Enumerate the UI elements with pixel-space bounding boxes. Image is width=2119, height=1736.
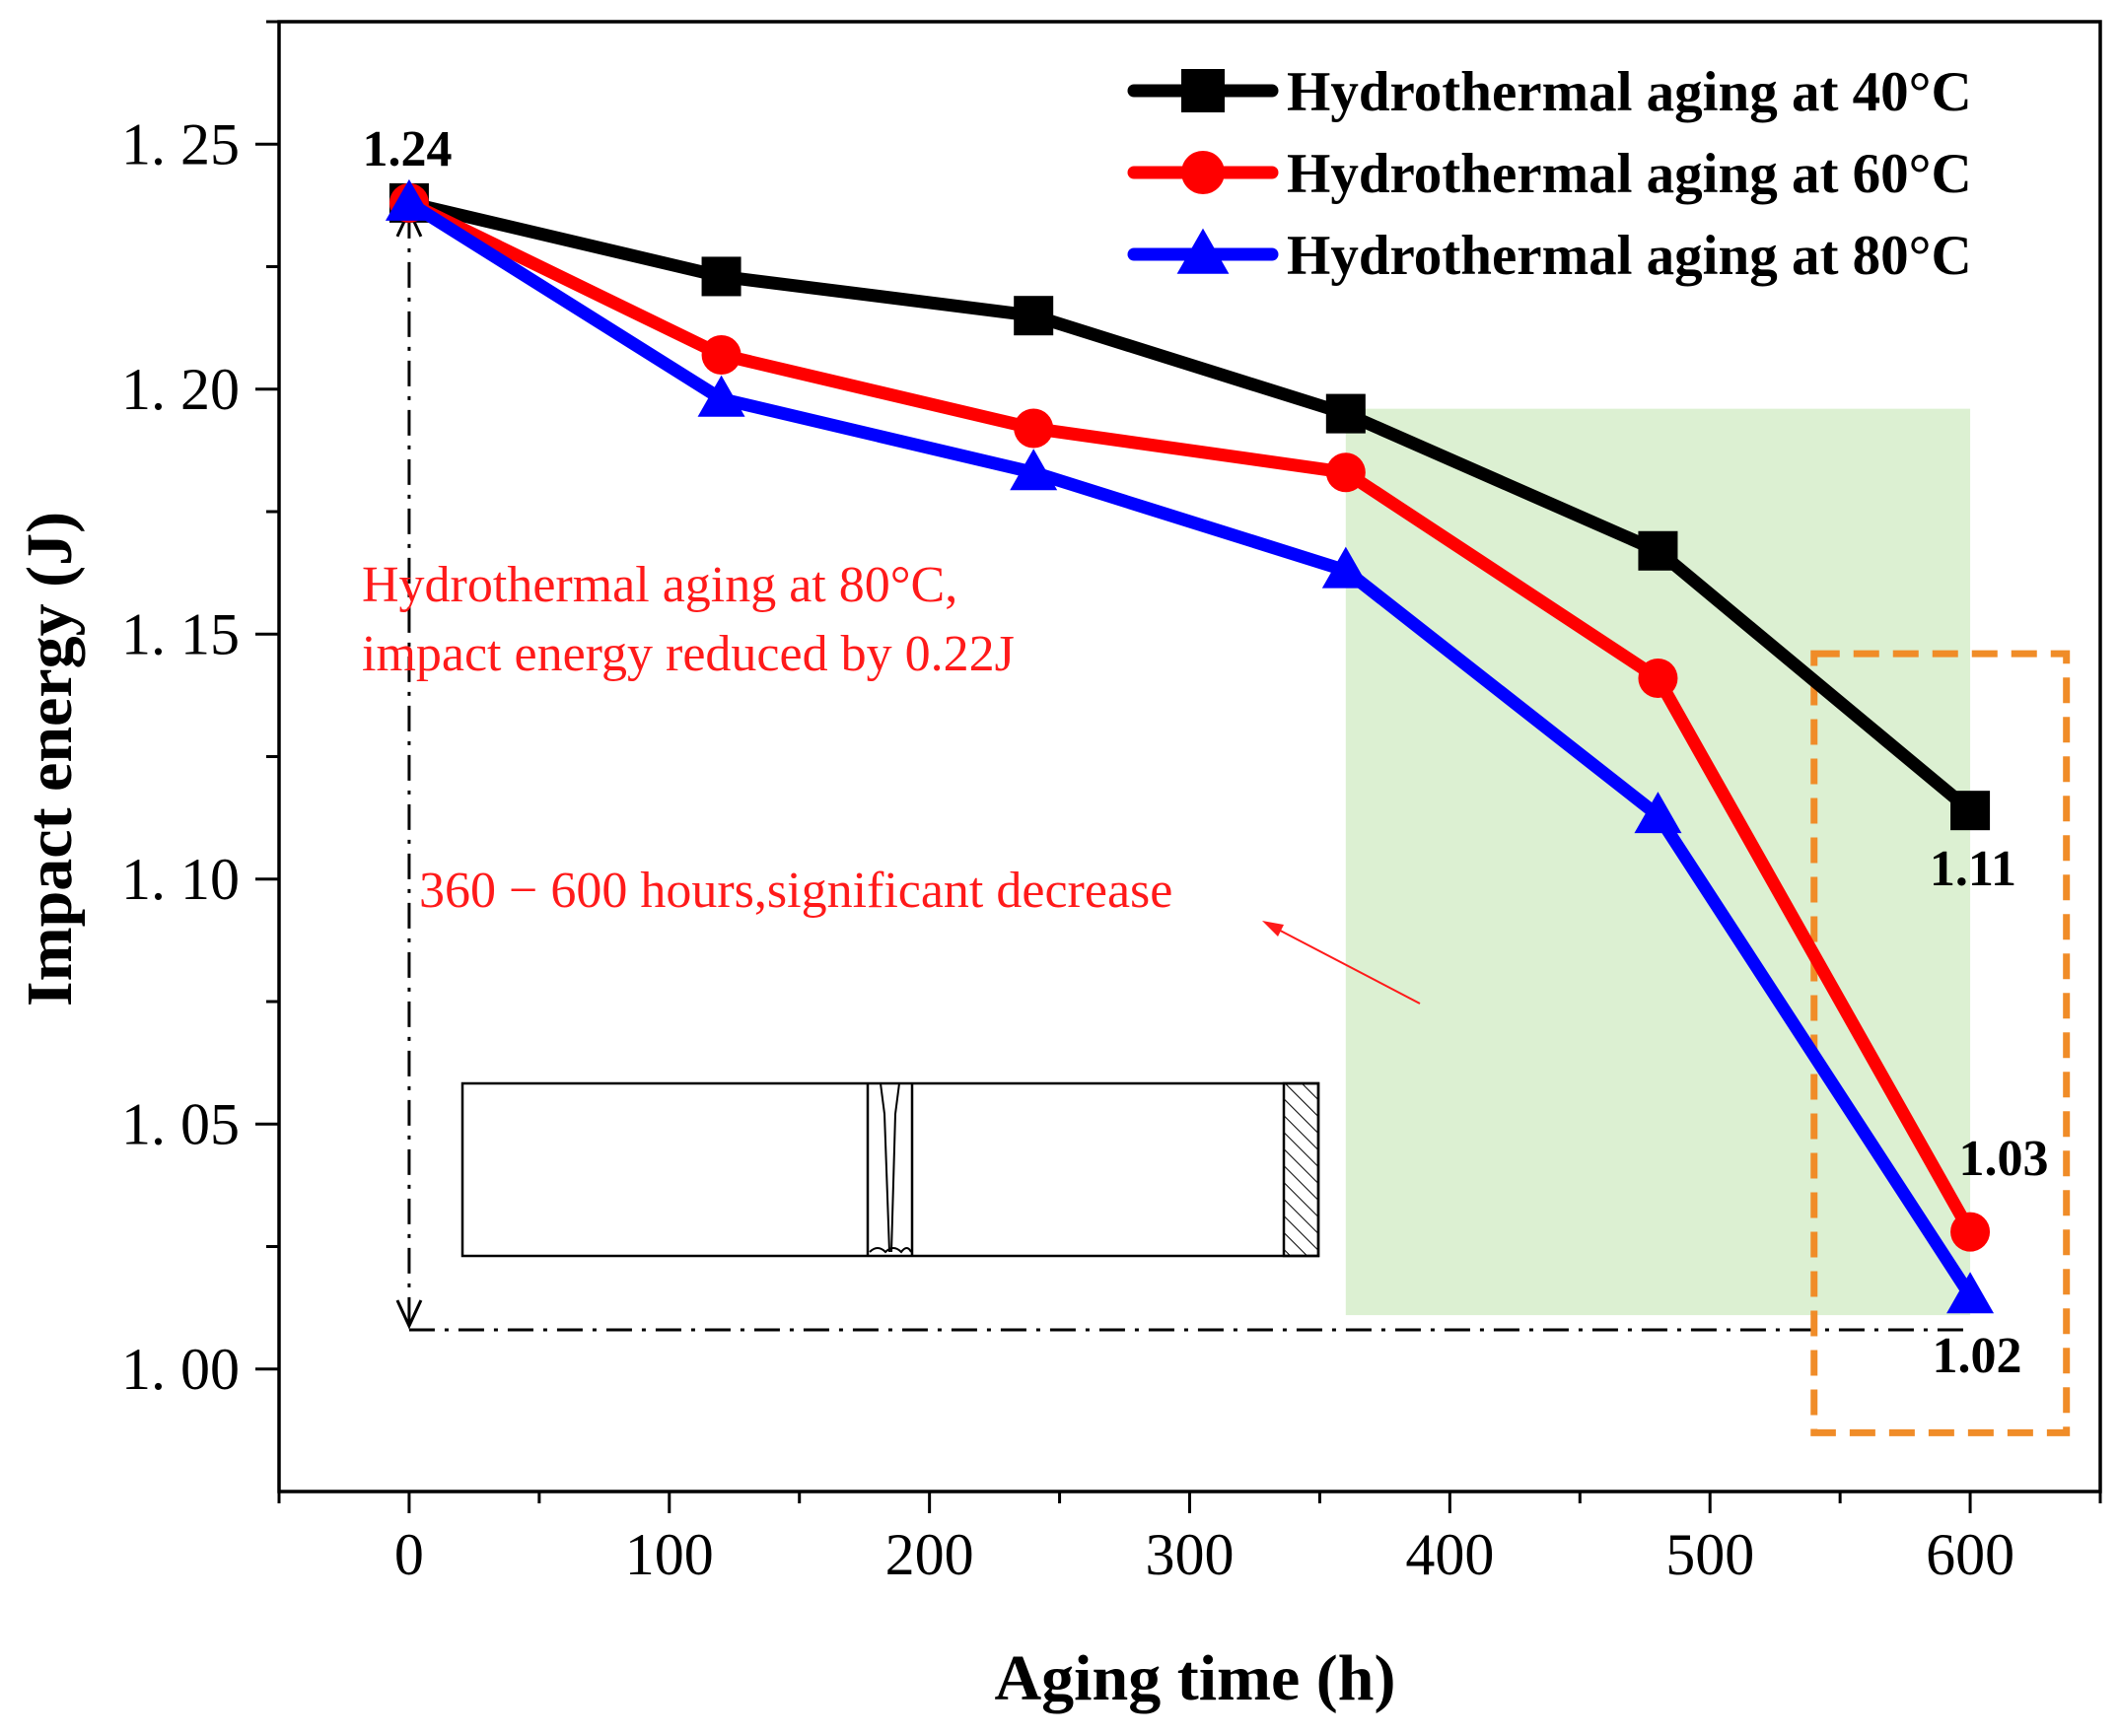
data-point-80c [697, 375, 745, 417]
y-tick-label: 1. 20 [121, 357, 240, 422]
x-tick-label: 200 [885, 1522, 974, 1587]
y-axis-title: Impact energy (J) [14, 512, 86, 1007]
data-point-60c [1950, 1212, 1991, 1252]
data-point-80c [1634, 792, 1682, 834]
data-point-60c [1638, 658, 1678, 698]
data-point-80c [1321, 546, 1370, 589]
series-line-80c [402, 196, 1977, 1302]
focus-box [1810, 650, 2071, 1436]
y-tick-label: 1. 05 [121, 1091, 240, 1156]
x-tick-label: 400 [1405, 1522, 1494, 1587]
legend-label-60c: Hydrothermal aging at 60°C [1287, 143, 1972, 205]
y-tick-label: 1. 10 [121, 847, 240, 912]
x-tick-label: 600 [1926, 1522, 2014, 1587]
data-point-80c [385, 178, 433, 221]
y-tick-label: 1. 15 [121, 601, 240, 666]
data-point-40c [701, 256, 742, 297]
series-line-40c [402, 196, 1977, 817]
data-label-60c-end: 1.03 [1959, 1131, 2049, 1187]
legend-marker-60c [1181, 151, 1225, 194]
x-tick-label: 500 [1665, 1522, 1754, 1587]
data-label-40c-end: 1.11 [1930, 841, 2016, 897]
x-tick-label: 300 [1146, 1522, 1235, 1587]
specimen-schematic [460, 1081, 1320, 1258]
reduction-annotation-line2: impact energy reduced by 0.22J [362, 626, 1015, 682]
y-tick-label: 1. 25 [121, 111, 240, 176]
y-tick-label: 1. 00 [121, 1337, 240, 1402]
decrease-annotation: 360 − 600 hours,significant decrease [419, 863, 1172, 919]
data-point-80c [1946, 1272, 1995, 1314]
data-point-40c [1950, 791, 1991, 831]
legend-marker-80c [1176, 228, 1230, 274]
legend-label-40c: Hydrothermal aging at 40°C [1287, 61, 1972, 123]
data-point-40c [1638, 530, 1678, 571]
legend: Hydrothermal aging at 40°C Hydrothermal a… [1127, 61, 1972, 287]
reduction-annotation-line1: Hydrothermal aging at 80°C, [362, 557, 957, 613]
data-point-60c [1325, 452, 1366, 493]
data-point-40c [1014, 296, 1054, 336]
x-axis-title: Aging time (h) [995, 1642, 1396, 1714]
legend-entry-40c: Hydrothermal aging at 40°C [1127, 61, 1972, 123]
legend-marker-40c [1181, 69, 1225, 112]
data-point-80c [1010, 449, 1058, 491]
legend-label-80c: Hydrothermal aging at 80°C [1287, 225, 1972, 287]
legend-entry-60c: Hydrothermal aging at 60°C [1127, 143, 1972, 205]
series-line-60c [402, 196, 1977, 1239]
data-label-80c-end: 1.02 [1933, 1328, 2022, 1384]
data-label-start: 1.24 [363, 121, 453, 177]
x-tick-label: 0 [394, 1522, 424, 1587]
legend-entry-80c: Hydrothermal aging at 80°C [1127, 225, 1972, 287]
series-80c [385, 178, 1995, 1314]
x-tick-label: 100 [625, 1522, 714, 1587]
data-point-60c [1014, 408, 1054, 449]
data-point-60c [701, 334, 742, 375]
data-point-40c [1325, 393, 1366, 434]
decrease-note-arrow [1262, 921, 1421, 1005]
